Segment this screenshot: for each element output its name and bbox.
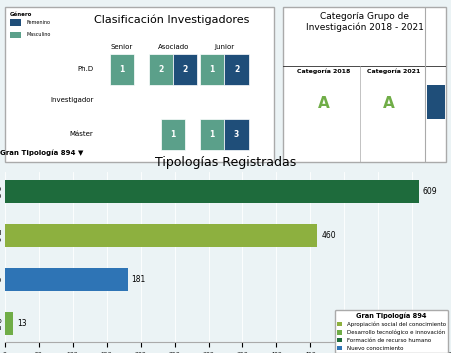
Text: 2: 2	[183, 65, 188, 73]
Text: Masculino: Masculino	[26, 32, 51, 37]
FancyBboxPatch shape	[225, 54, 249, 85]
Text: 1: 1	[119, 65, 124, 73]
FancyBboxPatch shape	[427, 85, 445, 119]
FancyBboxPatch shape	[161, 119, 185, 150]
FancyBboxPatch shape	[200, 119, 225, 150]
FancyBboxPatch shape	[173, 54, 198, 85]
Text: 2: 2	[158, 65, 164, 73]
Text: 609: 609	[423, 187, 437, 196]
Text: Máster: Máster	[70, 131, 93, 137]
Text: Ph.D: Ph.D	[78, 66, 93, 72]
Bar	[5, 224, 318, 246]
Text: 1: 1	[170, 130, 176, 139]
Bar	[5, 312, 14, 335]
Text: 13: 13	[18, 319, 27, 328]
Text: 1: 1	[210, 130, 215, 139]
Bar	[5, 268, 128, 291]
FancyBboxPatch shape	[149, 54, 173, 85]
Bar	[10, 32, 21, 38]
Text: Clasificación Investigadores: Clasificación Investigadores	[94, 15, 249, 25]
FancyBboxPatch shape	[200, 54, 225, 85]
Text: Categoría 2021: Categoría 2021	[368, 68, 421, 74]
Text: Categoría 2018: Categoría 2018	[297, 68, 350, 74]
Legend: Apropiación social del conocimiento, Desarrollo tecnológico e innovación, Formac: Apropiación social del conocimiento, Des…	[335, 310, 448, 353]
Text: Categoría Grupo de
Investigación 2018 - 2021: Categoría Grupo de Investigación 2018 - …	[306, 12, 423, 32]
Text: Género: Género	[10, 12, 32, 17]
FancyBboxPatch shape	[5, 7, 274, 162]
Text: Asociado: Asociado	[157, 44, 189, 50]
Text: 460: 460	[322, 231, 336, 240]
Title: Tipologías Registradas: Tipologías Registradas	[155, 156, 296, 169]
Text: 181: 181	[132, 275, 146, 284]
Text: Gran Tipología 894 ▼: Gran Tipología 894 ▼	[0, 150, 83, 156]
FancyBboxPatch shape	[225, 119, 249, 150]
FancyBboxPatch shape	[110, 54, 134, 85]
Text: Junior: Junior	[214, 44, 235, 50]
Text: 2: 2	[234, 65, 239, 73]
Bar	[10, 19, 21, 26]
Text: 1: 1	[210, 65, 215, 73]
Text: A: A	[383, 96, 395, 111]
FancyBboxPatch shape	[283, 7, 446, 162]
Text: Senior: Senior	[111, 44, 133, 50]
Text: A: A	[318, 96, 330, 111]
Text: Femenino: Femenino	[26, 20, 50, 25]
Text: Investigador: Investigador	[50, 97, 93, 103]
Bar	[5, 180, 419, 203]
Text: 3: 3	[234, 130, 239, 139]
